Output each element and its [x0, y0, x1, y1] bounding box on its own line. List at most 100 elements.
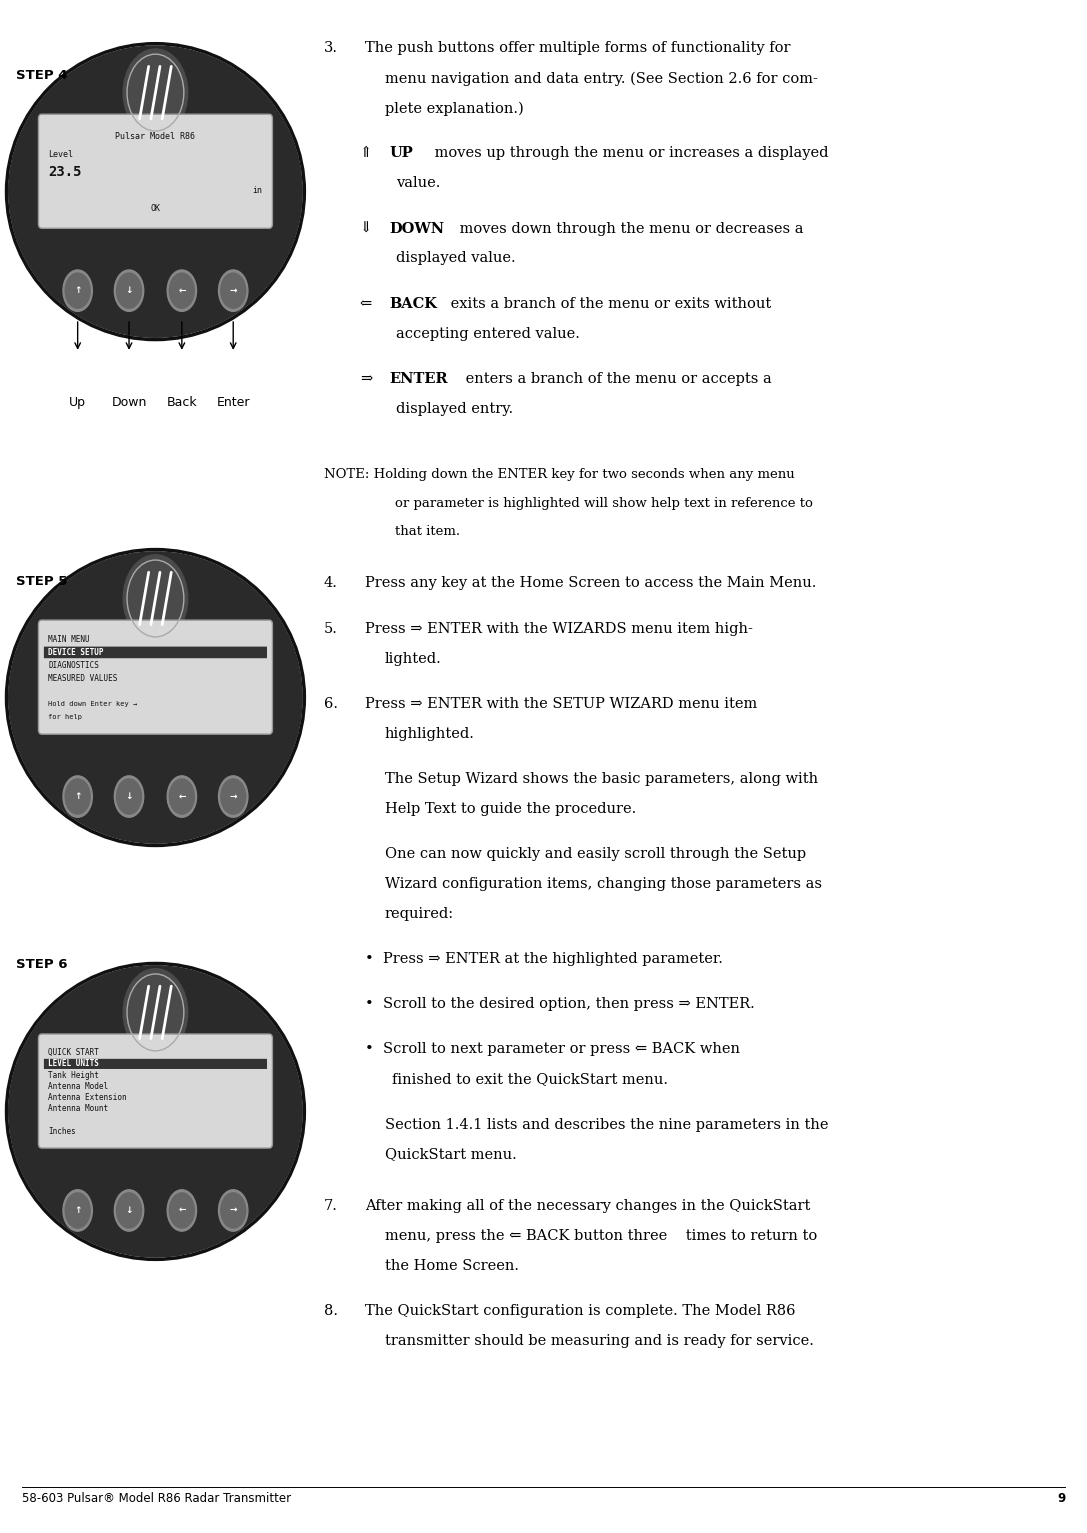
- Text: →: →: [229, 1206, 237, 1216]
- Circle shape: [167, 776, 197, 817]
- Text: 3.: 3.: [324, 41, 338, 55]
- Text: or parameter is highlighted will show help text in reference to: or parameter is highlighted will show he…: [395, 497, 812, 509]
- Circle shape: [170, 779, 195, 814]
- Circle shape: [170, 1193, 195, 1228]
- Ellipse shape: [123, 555, 188, 642]
- Text: DOWN: DOWN: [389, 221, 445, 236]
- Circle shape: [167, 270, 197, 311]
- Text: for help: for help: [48, 714, 83, 721]
- Circle shape: [63, 776, 92, 817]
- Circle shape: [221, 779, 246, 814]
- Text: Antenna Extension: Antenna Extension: [48, 1093, 127, 1102]
- Text: Section 1.4.1 lists and describes the nine parameters in the: Section 1.4.1 lists and describes the ni…: [385, 1118, 828, 1131]
- Circle shape: [218, 270, 248, 311]
- Text: that item.: that item.: [395, 524, 460, 538]
- Text: displayed entry.: displayed entry.: [396, 402, 513, 415]
- Text: highlighted.: highlighted.: [385, 727, 475, 740]
- Text: Antenna Model: Antenna Model: [48, 1082, 109, 1091]
- FancyBboxPatch shape: [38, 619, 273, 734]
- Text: QUICK START: QUICK START: [48, 1049, 99, 1058]
- Text: The QuickStart configuration is complete. The Model R86: The QuickStart configuration is complete…: [365, 1303, 796, 1318]
- Text: •  Press ⇒ ENTER at the highlighted parameter.: • Press ⇒ ENTER at the highlighted param…: [365, 952, 723, 966]
- Text: 58-603 Pulsar® Model R86 Radar Transmitter: 58-603 Pulsar® Model R86 Radar Transmitt…: [22, 1493, 291, 1505]
- Text: Help Text to guide the procedure.: Help Text to guide the procedure.: [385, 802, 636, 816]
- Text: ↑: ↑: [74, 287, 82, 296]
- Text: ↓: ↓: [125, 287, 133, 296]
- Text: ⇒: ⇒: [360, 371, 372, 386]
- Text: QuickStart menu.: QuickStart menu.: [385, 1147, 516, 1162]
- Text: required:: required:: [385, 906, 454, 921]
- Circle shape: [218, 1190, 248, 1231]
- Circle shape: [63, 270, 92, 311]
- Circle shape: [116, 779, 141, 814]
- Ellipse shape: [123, 49, 188, 136]
- Text: Hold down Enter key →: Hold down Enter key →: [48, 701, 137, 707]
- Text: DIAGNOSTICS: DIAGNOSTICS: [48, 661, 99, 670]
- Text: ↓: ↓: [125, 1206, 133, 1216]
- Text: moves up through the menu or increases a displayed: moves up through the menu or increases a…: [430, 147, 829, 161]
- Text: ⇓: ⇓: [360, 221, 372, 236]
- Text: 6.: 6.: [324, 696, 338, 711]
- Circle shape: [221, 1193, 246, 1228]
- Text: UP: UP: [389, 147, 413, 161]
- Text: →: →: [229, 287, 237, 296]
- Text: ←: ←: [178, 287, 186, 296]
- Text: ←: ←: [178, 793, 186, 802]
- Text: Wizard configuration items, changing those parameters as: Wizard configuration items, changing tho…: [385, 877, 822, 891]
- Text: Press ⇒ ENTER with the WIZARDS menu item high-: Press ⇒ ENTER with the WIZARDS menu item…: [365, 621, 753, 636]
- Circle shape: [218, 776, 248, 817]
- Circle shape: [114, 1190, 143, 1231]
- Text: lighted.: lighted.: [385, 652, 441, 665]
- Text: →: →: [229, 793, 237, 802]
- Circle shape: [116, 1193, 141, 1228]
- Circle shape: [63, 1190, 92, 1231]
- Text: Inches: Inches: [48, 1127, 76, 1136]
- Text: Enter: Enter: [216, 396, 250, 409]
- Text: menu, press the ⇐ BACK button three    times to return to: menu, press the ⇐ BACK button three time…: [385, 1228, 817, 1243]
- Circle shape: [167, 1190, 197, 1231]
- Text: After making all of the necessary changes in the QuickStart: After making all of the necessary change…: [365, 1199, 811, 1213]
- Text: STEP 5: STEP 5: [16, 575, 67, 587]
- Text: 23.5: 23.5: [48, 166, 82, 179]
- FancyBboxPatch shape: [43, 647, 267, 658]
- Text: Press any key at the Home Screen to access the Main Menu.: Press any key at the Home Screen to acce…: [365, 576, 816, 590]
- Circle shape: [221, 273, 246, 308]
- Circle shape: [65, 273, 90, 308]
- Circle shape: [114, 776, 143, 817]
- Text: STEP 6: STEP 6: [16, 958, 67, 970]
- Text: NOTE: Holding down the ENTER key for two seconds when any menu: NOTE: Holding down the ENTER key for two…: [324, 468, 795, 481]
- Text: ←: ←: [178, 1206, 186, 1216]
- Circle shape: [170, 273, 195, 308]
- Text: MEASURED VALUES: MEASURED VALUES: [48, 673, 117, 682]
- Circle shape: [65, 1193, 90, 1228]
- Text: the Home Screen.: the Home Screen.: [385, 1259, 518, 1272]
- Text: ⇑: ⇑: [360, 147, 372, 161]
- Text: finished to exit the QuickStart menu.: finished to exit the QuickStart menu.: [392, 1072, 669, 1087]
- Text: 9: 9: [1057, 1493, 1065, 1505]
- Text: in: in: [252, 185, 263, 195]
- Text: One can now quickly and easily scroll through the Setup: One can now quickly and easily scroll th…: [385, 846, 805, 862]
- Text: The push buttons offer multiple forms of functionality for: The push buttons offer multiple forms of…: [365, 41, 790, 55]
- Text: ↓: ↓: [125, 793, 133, 802]
- Circle shape: [114, 270, 143, 311]
- Text: MAIN MENU: MAIN MENU: [48, 635, 90, 644]
- Ellipse shape: [9, 966, 302, 1257]
- Text: ⇐: ⇐: [360, 296, 372, 311]
- Text: 4.: 4.: [324, 576, 338, 590]
- Ellipse shape: [9, 46, 302, 337]
- Text: value.: value.: [396, 176, 440, 190]
- Text: ENTER: ENTER: [389, 371, 448, 386]
- Text: displayed value.: displayed value.: [396, 251, 515, 265]
- Text: moves down through the menu or decreases a: moves down through the menu or decreases…: [455, 221, 804, 236]
- Circle shape: [65, 779, 90, 814]
- Text: DEVICE SETUP: DEVICE SETUP: [48, 648, 103, 658]
- Ellipse shape: [9, 552, 302, 843]
- Text: exits a branch of the menu or exits without: exits a branch of the menu or exits with…: [446, 296, 771, 311]
- Text: •  Scroll to the desired option, then press ⇒ ENTER.: • Scroll to the desired option, then pre…: [365, 996, 755, 1012]
- Text: Tank Height: Tank Height: [48, 1070, 99, 1079]
- FancyBboxPatch shape: [38, 1033, 273, 1148]
- Text: transmitter should be measuring and is ready for service.: transmitter should be measuring and is r…: [385, 1334, 814, 1348]
- Ellipse shape: [123, 969, 188, 1056]
- Text: menu navigation and data entry. (See Section 2.6 for com-: menu navigation and data entry. (See Sec…: [385, 71, 817, 86]
- Text: 8.: 8.: [324, 1303, 338, 1318]
